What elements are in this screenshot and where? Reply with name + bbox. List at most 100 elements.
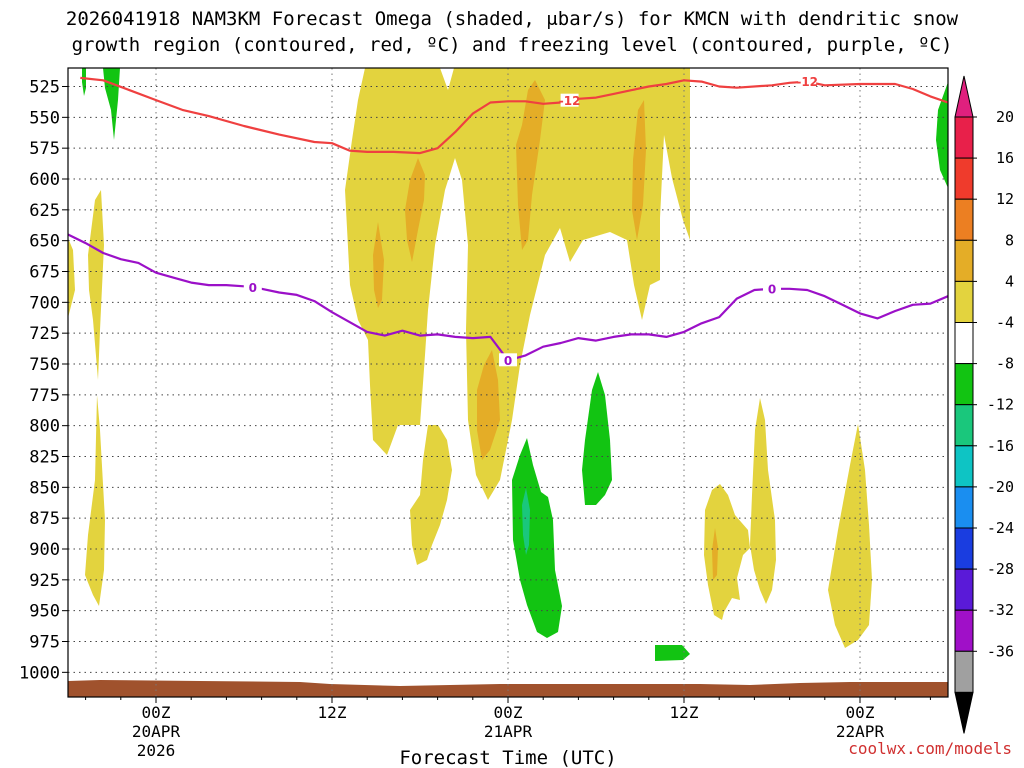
omega-sink-1	[82, 68, 86, 96]
omega-region-right-1	[704, 484, 750, 620]
ytick-label-825: 825	[29, 448, 60, 468]
omega-shading	[68, 68, 948, 661]
chart-title-line1: 2026041918 NAM3KM Forecast Omega (shaded…	[66, 8, 959, 30]
colorbar-label-6: -8	[996, 355, 1014, 373]
ytick-label-750: 750	[29, 355, 60, 375]
omega-region-left-column	[88, 190, 104, 380]
xtick-label-2-2: 21APR	[484, 722, 533, 741]
xtick-label-3-1: 12Z	[670, 703, 699, 722]
contour-label-bg	[763, 281, 781, 295]
contour-label: -12	[796, 75, 818, 89]
contour-label: 0	[768, 282, 776, 296]
ytick-label-700: 700	[29, 293, 60, 313]
colorbar-swatch-10	[954, 527, 974, 570]
colorbar-label-1: 16	[996, 149, 1014, 167]
ground-terrain	[68, 680, 948, 697]
colorbar-swatch-13	[954, 650, 974, 693]
contour-label-bg	[798, 74, 817, 88]
vertical-gridlines	[155, 68, 861, 697]
omega-sink-5	[582, 372, 612, 505]
omega-sink-core	[522, 488, 530, 555]
colorbar-swatch-6	[954, 363, 974, 406]
dendritic-growth-contour	[80, 76, 949, 155]
colorbar-swatch-11	[954, 568, 974, 611]
ytick-label-525: 525	[29, 78, 60, 98]
omega-peak-4	[516, 80, 545, 250]
xtick-label-2-1: 00Z	[494, 703, 523, 722]
xtick-label-0-1: 00Z	[142, 703, 171, 722]
colorbar-label-3: 8	[1005, 231, 1014, 249]
colorbar-label-13: -36	[987, 642, 1014, 660]
colorbar-label-5: -4	[996, 314, 1014, 332]
colorbar-swatch-8	[954, 445, 974, 488]
colorbar-label-11: -28	[987, 560, 1014, 578]
ytick-label-625: 625	[29, 201, 60, 221]
ytick-label-925: 925	[29, 571, 60, 591]
xtick-label-4-2: 22APR	[836, 722, 885, 741]
xtick-label-0-3: 2026	[137, 741, 176, 760]
omega-region-right-3	[828, 424, 872, 648]
ytick-label-550: 550	[29, 108, 60, 128]
ytick-label-650: 650	[29, 232, 60, 252]
colorbar-bottom-arrow	[954, 691, 974, 734]
xtick-label-0-2: 20APR	[132, 722, 181, 741]
ytick-label-850: 850	[29, 478, 60, 498]
contour-label-bg	[243, 280, 262, 294]
ytick-label-675: 675	[29, 263, 60, 283]
omega-sink-6	[655, 645, 690, 661]
omega-peak-5	[632, 100, 646, 240]
contour-label-bg	[560, 93, 579, 107]
colorbar-swatch-2	[954, 198, 974, 241]
ytick-label-875: 875	[29, 509, 60, 529]
colorbar-label-4: 4	[1005, 272, 1014, 290]
ytick-label-900: 900	[29, 540, 60, 560]
colorbar-label-9: -20	[987, 478, 1014, 496]
colorbar-label-10: -24	[987, 519, 1014, 537]
credit-link[interactable]: coolwx.com/models	[848, 739, 1012, 758]
xtick-label-1-1: 12Z	[318, 703, 347, 722]
omega-region-center-main	[345, 68, 690, 500]
omega-region-left-lower	[85, 395, 105, 606]
xtick-label-4-1: 00Z	[846, 703, 875, 722]
omega-sink-3	[936, 82, 948, 188]
omega-region-center-drop	[410, 425, 452, 565]
colorbar-label-8: -16	[987, 437, 1014, 455]
contour-labels: -12 -12 0 0 0	[243, 74, 818, 368]
omega-region-right-2	[750, 398, 776, 604]
ytick-label-775: 775	[29, 386, 60, 406]
colorbar-swatch-7	[954, 404, 974, 447]
colorbar-swatch-12	[954, 609, 974, 652]
colorbar-label-0: 20	[996, 108, 1014, 126]
colorbar-swatch-4	[954, 280, 974, 323]
colorbar-swatch-1	[954, 157, 974, 200]
colorbar-swatch-5	[954, 322, 974, 365]
chart-title-line2: growth region (contoured, red, ºC) and f…	[72, 34, 953, 56]
colorbar-label-7: -12	[987, 396, 1014, 414]
contour-label-bg	[499, 353, 517, 367]
ytick-label-975: 975	[29, 633, 60, 653]
omega-region-left-upper	[68, 238, 75, 318]
x-axis-label: Forecast Time (UTC)	[399, 747, 616, 768]
contour-label: -12	[559, 94, 581, 108]
omega-peak-1	[373, 222, 384, 308]
colorbar-swatch-0	[954, 116, 974, 159]
ytick-label-1000: 1000	[19, 663, 60, 683]
y-axis-ticks: 525 550 575 600 625 650 675 700 725 750 775 800 825 8…	[19, 78, 68, 683]
ytick-label-950: 950	[29, 602, 60, 622]
ytick-label-600: 600	[29, 170, 60, 190]
ytick-label-725: 725	[29, 324, 60, 344]
colorbar-label-12: -32	[987, 601, 1014, 619]
ytick-label-800: 800	[29, 417, 60, 437]
omega-peak-6	[712, 528, 718, 580]
colorbar: 20 16 12 8 4 -4 -8 -12 -16 -20 -24 -28 -32 -36	[954, 75, 1014, 734]
colorbar-label-2: 12	[996, 190, 1014, 208]
colorbar-swatch-3	[954, 239, 974, 282]
omega-peak-3	[477, 350, 500, 460]
contour-label: 0	[249, 281, 257, 295]
colorbar-swatch-9	[954, 486, 974, 529]
ytick-label-575: 575	[29, 139, 60, 159]
contour-label: 0	[504, 354, 512, 368]
omega-sink-4	[512, 438, 562, 638]
